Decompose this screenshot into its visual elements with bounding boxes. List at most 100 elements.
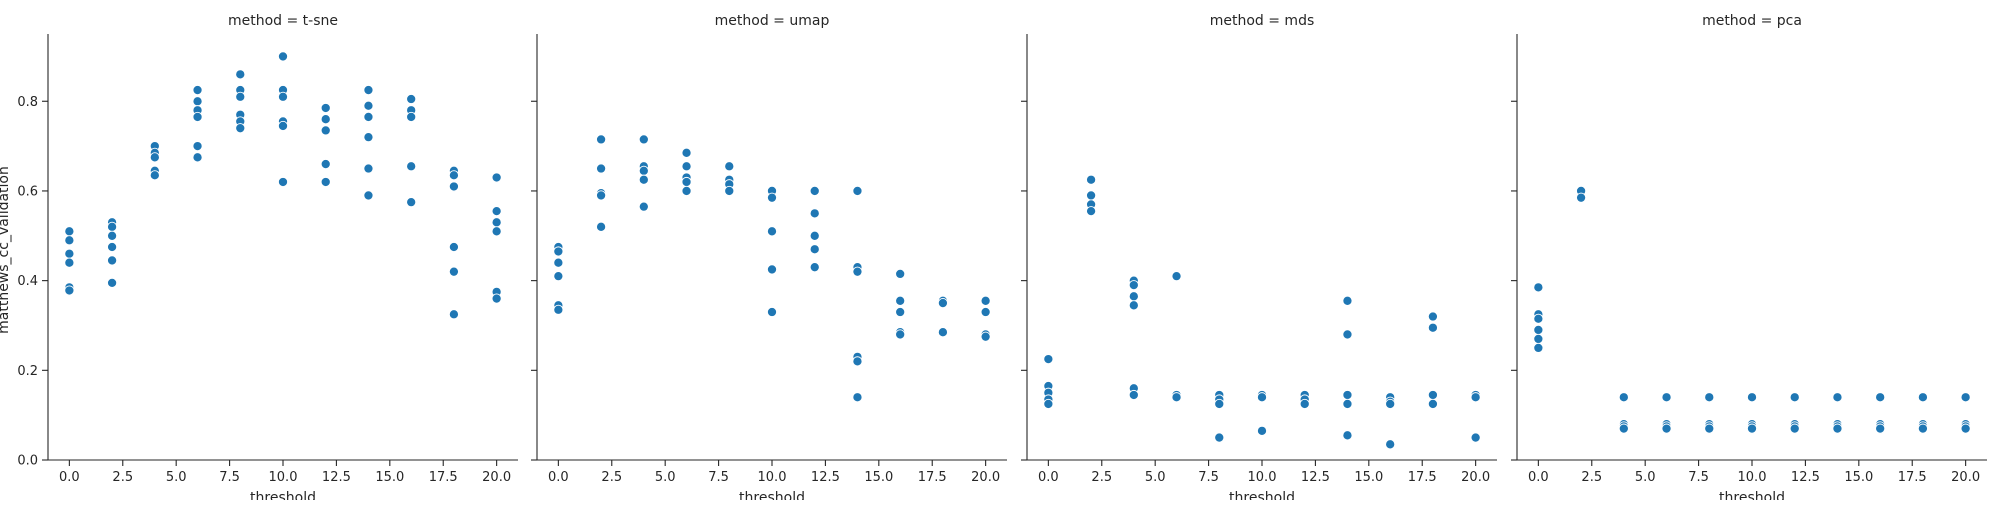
- data-point: [1832, 423, 1843, 434]
- data-point: [1704, 423, 1715, 434]
- x-tick-label: 5.0: [166, 470, 187, 485]
- x-tick-label: 7.5: [1198, 470, 1219, 485]
- data-point: [596, 163, 607, 174]
- data-point: [448, 181, 459, 192]
- data-point: [809, 262, 820, 273]
- data-point: [852, 266, 863, 277]
- data-point: [1299, 398, 1310, 409]
- x-tick-label: 20.0: [1951, 470, 1980, 485]
- data-point: [596, 190, 607, 201]
- x-tick-label: 15.0: [375, 470, 404, 485]
- data-point: [235, 69, 246, 80]
- x-tick-label: 12.5: [1301, 470, 1330, 485]
- data-point: [1618, 423, 1629, 434]
- data-point: [980, 331, 991, 342]
- data-point: [638, 174, 649, 185]
- x-tick-label: 0.0: [1528, 470, 1549, 485]
- data-point: [448, 309, 459, 320]
- data-point: [766, 306, 778, 318]
- data-point: [809, 244, 820, 255]
- data-point: [1342, 389, 1353, 401]
- data-point: [320, 125, 331, 136]
- panel-title: method = t-sne: [228, 13, 338, 29]
- data-point: [406, 197, 417, 208]
- data-point: [937, 298, 948, 309]
- data-point: [1128, 291, 1139, 302]
- x-tick-label: 17.5: [1898, 470, 1927, 485]
- data-point: [1427, 322, 1438, 333]
- data-point: [1533, 324, 1544, 336]
- data-point: [192, 152, 203, 163]
- data-point: [638, 201, 649, 212]
- x-tick-label: 15.0: [1844, 470, 1873, 485]
- data-point: [320, 176, 331, 188]
- data-point: [1789, 392, 1800, 403]
- x-tick-label: 0.0: [59, 470, 80, 485]
- data-point: [1256, 392, 1268, 403]
- data-point: [363, 190, 374, 201]
- data-point: [937, 327, 948, 338]
- data-point: [320, 114, 331, 125]
- x-tick-label: 12.5: [811, 470, 840, 485]
- data-point: [1618, 392, 1629, 403]
- data-point: [1086, 190, 1097, 201]
- x-axis-label: threshold: [739, 490, 805, 500]
- data-point: [363, 111, 374, 123]
- y-tick-label: 0.4: [17, 274, 38, 289]
- data-point: [448, 266, 459, 277]
- x-tick-label: 10.0: [758, 470, 787, 485]
- data-point: [1746, 392, 1758, 403]
- data-point: [107, 230, 118, 241]
- x-tick-label: 17.5: [918, 470, 947, 485]
- data-point: [1214, 398, 1225, 409]
- x-tick-label: 2.5: [112, 470, 133, 485]
- data-point: [1427, 389, 1438, 401]
- panel-title: method = mds: [1210, 13, 1315, 29]
- data-point: [809, 208, 820, 219]
- data-point: [448, 170, 459, 181]
- data-point: [1576, 192, 1587, 203]
- data-point: [491, 206, 502, 217]
- data-point: [192, 111, 203, 123]
- data-point: [1128, 280, 1139, 291]
- x-tick-label: 15.0: [1354, 470, 1383, 485]
- x-tick-label: 10.0: [269, 470, 298, 485]
- data-point: [1875, 423, 1886, 434]
- data-point: [235, 123, 246, 134]
- data-point: [1385, 439, 1396, 450]
- x-tick-label: 10.0: [1738, 470, 1767, 485]
- data-point: [149, 170, 160, 181]
- data-point: [766, 264, 778, 275]
- x-tick-label: 15.0: [864, 470, 893, 485]
- data-point: [852, 185, 863, 196]
- data-point: [320, 102, 331, 114]
- x-tick-label: 2.5: [1091, 470, 1112, 485]
- data-point: [1470, 432, 1481, 443]
- data-point: [1533, 342, 1544, 353]
- data-point: [809, 185, 820, 196]
- data-point: [1661, 423, 1672, 434]
- data-point: [766, 192, 778, 203]
- x-tick-label: 20.0: [971, 470, 1000, 485]
- data-point: [895, 295, 906, 306]
- data-point: [1917, 423, 1928, 434]
- data-point: [1875, 392, 1886, 403]
- x-tick-label: 0.0: [548, 470, 569, 485]
- x-tick-label: 20.0: [1461, 470, 1490, 485]
- data-point: [363, 85, 374, 96]
- data-point: [64, 248, 75, 259]
- data-point: [1043, 398, 1054, 409]
- panel-title: method = pca: [1702, 13, 1802, 29]
- data-point: [1171, 392, 1182, 403]
- data-point: [1533, 333, 1544, 344]
- data-point: [1917, 392, 1928, 403]
- data-point: [980, 306, 991, 318]
- data-point: [596, 134, 607, 145]
- y-tick-label: 0.6: [17, 184, 38, 199]
- data-point: [596, 221, 607, 232]
- data-point: [681, 185, 692, 196]
- data-point: [277, 51, 289, 62]
- x-tick-label: 12.5: [1791, 470, 1820, 485]
- data-point: [1746, 423, 1758, 434]
